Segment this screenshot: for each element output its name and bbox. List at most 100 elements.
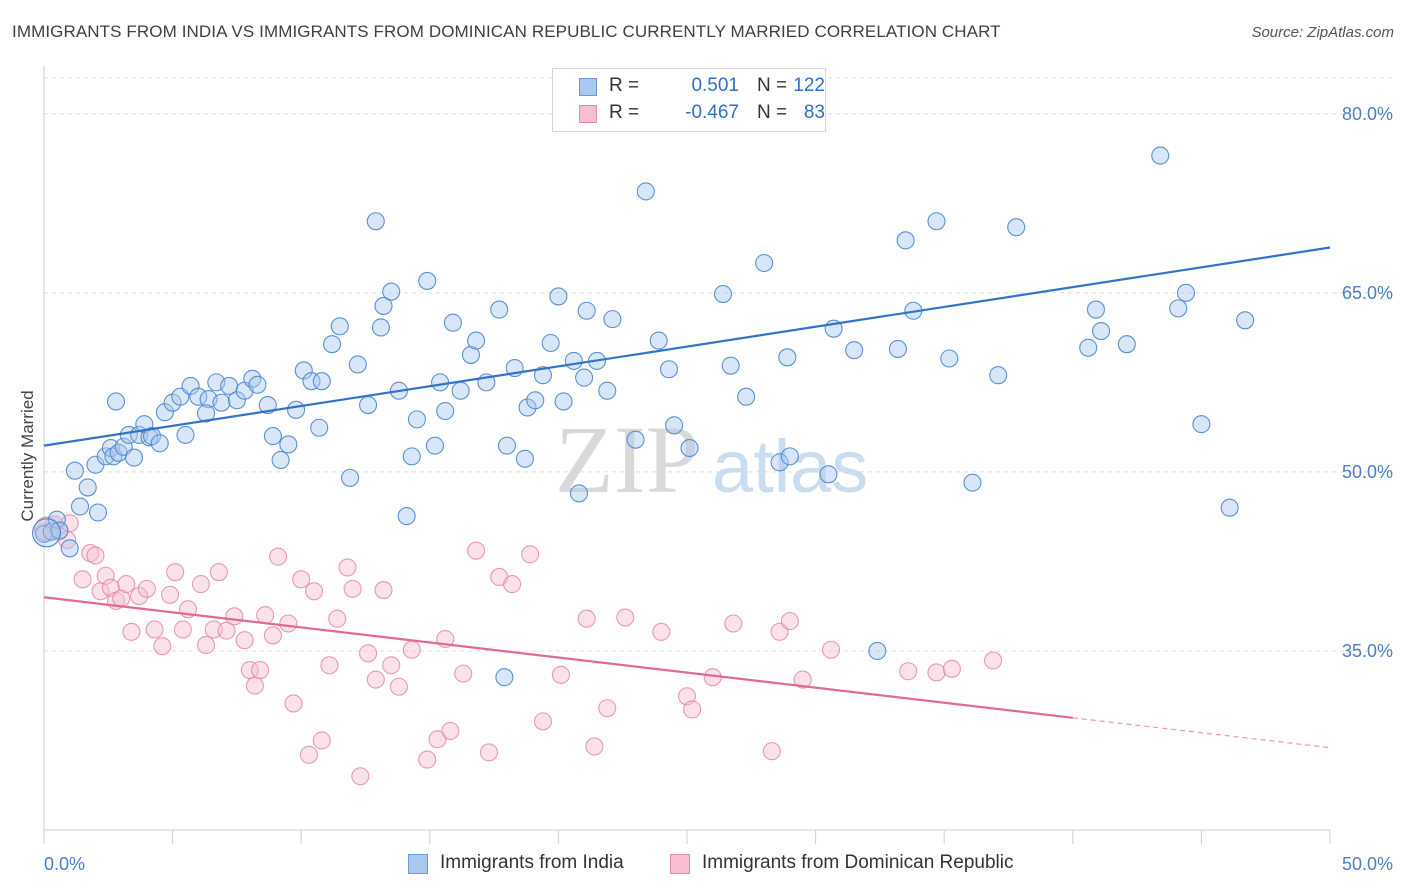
india-point	[402, 447, 421, 466]
dr-point	[503, 575, 522, 594]
dr-point	[899, 662, 918, 681]
india-point	[382, 282, 401, 301]
dr-r-label: R =	[609, 102, 640, 123]
india-point	[518, 398, 537, 417]
dr-point	[389, 677, 408, 696]
chart-title: IMMIGRANTS FROM INDIA VS IMMIGRANTS FROM…	[12, 22, 1001, 41]
india-point	[649, 331, 668, 350]
dr-point	[821, 640, 841, 659]
india-point	[32, 518, 62, 548]
india-point	[243, 369, 262, 388]
india-point	[963, 473, 982, 492]
india-point	[451, 381, 470, 400]
india-n-value: 122	[793, 75, 825, 96]
dr-point	[467, 541, 486, 560]
india-point	[212, 393, 231, 412]
india-point	[371, 318, 390, 337]
india-point	[88, 503, 108, 522]
dr-point	[284, 694, 303, 713]
india-point	[70, 497, 90, 516]
bottom-india-label: Immigrants from India	[440, 852, 624, 873]
india-point	[407, 410, 426, 429]
india-point	[1169, 299, 1188, 318]
india-point	[1086, 300, 1105, 319]
india-point	[312, 372, 331, 391]
dr-point	[533, 712, 553, 731]
india-point	[1176, 283, 1196, 302]
india-point	[780, 447, 799, 466]
india-point	[1092, 322, 1111, 341]
dr-point	[137, 579, 156, 598]
dr-point	[479, 743, 499, 762]
bottom-india-swatch	[408, 854, 428, 874]
dr-point	[86, 546, 105, 565]
dr-point	[209, 563, 228, 582]
trend-lines	[43, 246, 1331, 749]
india-point	[196, 404, 216, 423]
india-point	[359, 396, 378, 415]
dr-point	[191, 575, 210, 594]
y-tick-label: 50.0%	[1342, 462, 1393, 482]
dr-point	[351, 767, 370, 786]
india-point	[248, 375, 267, 394]
india-swatch	[579, 78, 597, 96]
india-point	[680, 438, 699, 458]
india-point	[263, 427, 282, 446]
dr-trend-extension	[1072, 717, 1331, 749]
india-point	[176, 425, 195, 444]
india-point	[575, 368, 594, 387]
india-point	[515, 449, 535, 468]
india-point	[425, 436, 444, 455]
india-point	[467, 331, 486, 350]
dr-point	[305, 582, 324, 601]
india-point	[490, 300, 509, 319]
india-point	[150, 434, 169, 453]
dr-point	[320, 656, 339, 675]
dr-point	[724, 614, 743, 633]
india-point	[497, 436, 517, 455]
dr-point	[418, 750, 437, 769]
dr-swatch	[579, 105, 597, 123]
correlation-legend: R = 0.501 N = 122 R = -0.467 N = 83	[552, 68, 826, 132]
zipatlas-watermark: ZIP atlas	[555, 406, 868, 513]
india-point	[348, 355, 367, 374]
india-point	[770, 453, 789, 472]
dr-point	[577, 609, 596, 628]
dr-point	[145, 620, 164, 639]
india-point	[659, 360, 679, 379]
india-point	[577, 301, 596, 320]
dr-point	[153, 637, 172, 656]
dr-point	[793, 670, 812, 689]
india-point	[258, 396, 277, 415]
india-point	[60, 539, 79, 558]
dr-point	[166, 563, 185, 582]
india-point	[896, 231, 915, 250]
dr-point	[338, 558, 357, 577]
bottom-dr-swatch	[670, 854, 690, 874]
india-point	[323, 335, 342, 354]
india-point	[65, 461, 84, 480]
y-axis-label: Currently Married	[18, 390, 37, 521]
source-label: Source: ZipAtlas.com	[1251, 24, 1394, 41]
dr-point	[73, 570, 92, 589]
india-point	[541, 333, 560, 353]
india-point	[397, 507, 416, 526]
dr-point	[130, 586, 149, 606]
y-tick-label: 35.0%	[1342, 641, 1393, 661]
dr-point	[521, 545, 540, 564]
dr-n-value: 83	[803, 102, 825, 123]
india-point	[888, 339, 907, 359]
dr-point	[402, 640, 421, 659]
india-point	[443, 313, 462, 332]
india-trend-line	[43, 246, 1331, 447]
india-point	[279, 435, 298, 454]
dr-point	[585, 737, 604, 756]
india-point	[106, 392, 126, 411]
dr-point	[428, 730, 447, 749]
dr-point	[328, 609, 347, 628]
india-point	[78, 478, 97, 497]
india-point	[374, 296, 393, 316]
dr-point	[343, 579, 362, 598]
india-point	[989, 366, 1008, 385]
india-point	[665, 416, 684, 435]
